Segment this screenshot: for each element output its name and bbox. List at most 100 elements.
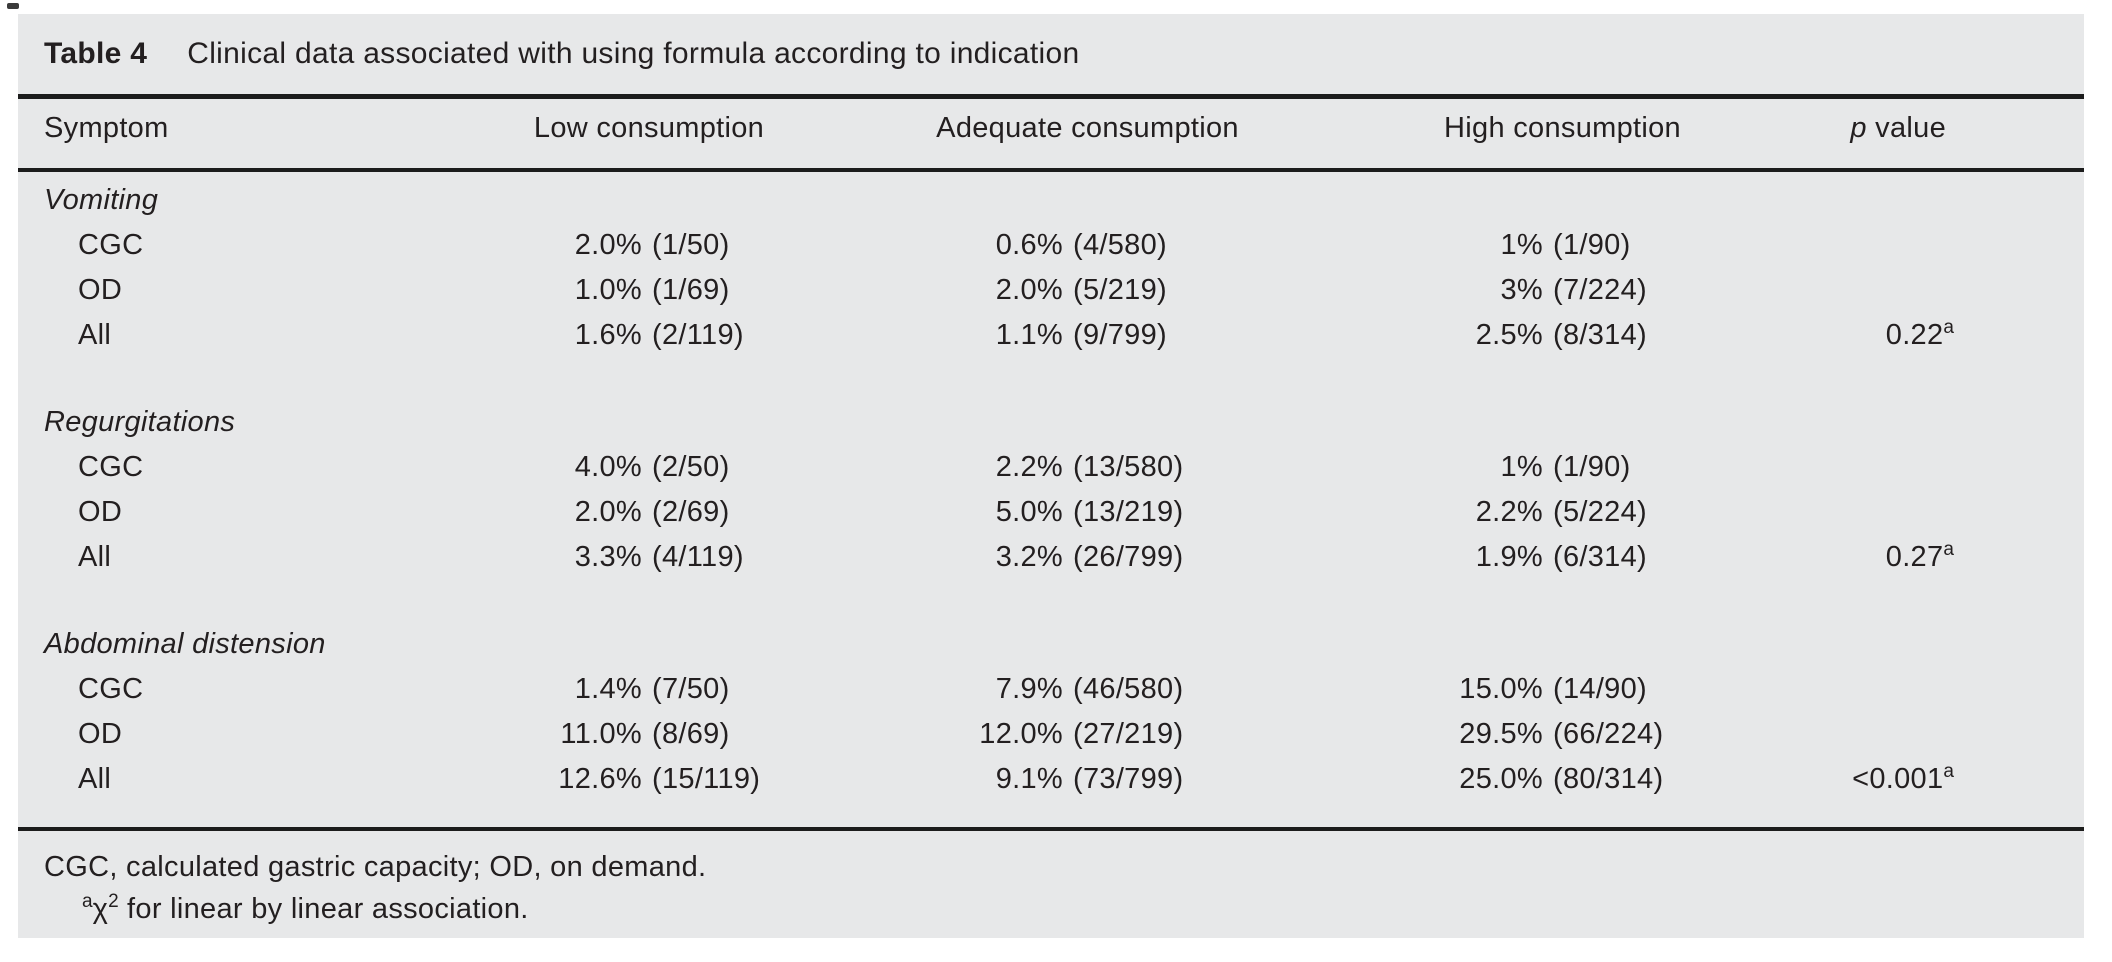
cell-low: 2.0% (1/50) (478, 229, 820, 262)
footnote-abbreviations: CGC, calculated gastric capacity; OD, on… (44, 851, 707, 883)
percent-value: 3% (1500, 274, 1543, 306)
table-footnotes: CGC, calculated gastric capacity; OD, on… (18, 831, 2084, 934)
cell-low: 1.6% (2/119) (478, 319, 820, 352)
percent-value: 12.0% (979, 718, 1063, 750)
fraction-value: (14/90) (1553, 673, 1647, 705)
table-caption-row: Table 4 Clinical data associated with us… (18, 14, 2084, 94)
percent-value: 29.5% (1459, 718, 1543, 750)
cell-adequate: 5.0% (13/219) (820, 496, 1355, 529)
fraction-value: (13/219) (1073, 496, 1184, 528)
section-vomiting: Vomiting CGC 2.0% (1/50) 0.6% (4/580) 1% (1… (18, 178, 2084, 358)
p-value: 0.27 (1885, 541, 1944, 573)
p-footnote-marker: a (1943, 539, 1954, 560)
cell-low: 11.0% (8/69) (478, 718, 820, 751)
column-header-symptom: Symptom (44, 112, 169, 144)
section-regurgitations: Regurgitations CGC 4.0% (2/50) 2.2% (13/58… (18, 400, 2084, 580)
fraction-value: (1/69) (652, 274, 730, 306)
fraction-value: (5/219) (1073, 274, 1167, 306)
cell-adequate: 2.2% (13/580) (820, 451, 1355, 484)
cell-high: 1% (1/90) (1355, 229, 1770, 262)
percent-value: 2.0% (995, 274, 1063, 306)
table-row: CGC 4.0% (2/50) 2.2% (13/580) 1% (1/90) (18, 445, 2084, 490)
fraction-value: (4/119) (652, 541, 744, 573)
table-row: All 12.6% (15/119) 9.1% (73/799) 25.0% (80/… (18, 757, 2084, 802)
table-row: OD 1.0% (1/69) 2.0% (5/219) 3% (7/224) (18, 268, 2084, 313)
cell-high: 29.5% (66/224) (1355, 718, 1770, 751)
percent-value: 11.0% (560, 718, 642, 750)
fraction-value: (13/580) (1073, 451, 1184, 483)
table-row: All 3.3% (4/119) 3.2% (26/799) 1.9% (6/314)… (18, 535, 2084, 580)
cell-adequate: 2.0% (5/219) (820, 274, 1355, 307)
percent-value: 3.3% (574, 541, 642, 573)
cell-low: 3.3% (4/119) (478, 541, 820, 574)
p-footnote-marker: a (1943, 317, 1954, 338)
column-header-adequate-consumption: Adequate consumption (936, 112, 1239, 144)
cell-adequate: 1.1% (9/799) (820, 319, 1355, 352)
table-caption-text: Clinical data associated with using form… (187, 37, 1080, 70)
p-italic: p (1850, 112, 1867, 144)
row-label: All (78, 319, 112, 351)
percent-value: 12.6% (558, 763, 642, 795)
horizontal-rule-bottom (18, 827, 2084, 831)
horizontal-rule-top (18, 94, 2084, 99)
row-label: CGC (78, 229, 144, 261)
percent-value: 25.0% (1459, 763, 1543, 795)
percent-value: 0.6% (995, 229, 1063, 261)
percent-value: 1% (1500, 451, 1543, 483)
p-value: <0.001 (1852, 763, 1944, 795)
fraction-value: (46/580) (1073, 673, 1184, 705)
row-label: OD (78, 718, 123, 750)
percent-value: 1.0% (574, 274, 642, 306)
column-header-high-consumption: High consumption (1444, 112, 1681, 144)
cell-adequate: 3.2% (26/799) (820, 541, 1355, 574)
section-name: Regurgitations (44, 406, 236, 438)
row-label: OD (78, 274, 123, 306)
table-row: OD 11.0% (8/69) 12.0% (27/219) 29.5% (66/22… (18, 712, 2084, 757)
row-label: OD (78, 496, 123, 528)
cell-adequate: 9.1% (73/799) (820, 763, 1355, 796)
cell-adequate: 7.9% (46/580) (820, 673, 1355, 706)
cell-adequate: 12.0% (27/219) (820, 718, 1355, 751)
table-row: CGC 2.0% (1/50) 0.6% (4/580) 1% (1/90) (18, 223, 2084, 268)
footnote-marker-a: a (82, 891, 93, 912)
fraction-value: (5/224) (1553, 496, 1647, 528)
fraction-value: (26/799) (1073, 541, 1184, 573)
percent-value: 4.0% (574, 451, 642, 483)
percent-value: 2.0% (574, 229, 642, 261)
cell-adequate: 0.6% (4/580) (820, 229, 1355, 262)
fraction-value: (7/224) (1553, 274, 1647, 306)
percent-value: 9.1% (995, 763, 1063, 795)
section-header-row: Vomiting (18, 178, 2084, 223)
table-row: All 1.6% (2/119) 1.1% (9/799) 2.5% (8/314) … (18, 313, 2084, 358)
p-footnote-marker: a (1943, 761, 1954, 782)
cell-low: 4.0% (2/50) (478, 451, 820, 484)
percent-value: 1.6% (574, 319, 642, 351)
cell-high: 3% (7/224) (1355, 274, 1770, 307)
percent-value: 2.2% (1475, 496, 1543, 528)
fraction-value: (6/314) (1553, 541, 1647, 573)
horizontal-rule-header (18, 168, 2084, 172)
section-name: Abdominal distension (44, 628, 326, 660)
percent-value: 2.2% (995, 451, 1063, 483)
chi-exponent: 2 (108, 891, 119, 912)
row-label: CGC (78, 451, 144, 483)
cell-high: 15.0% (14/90) (1355, 673, 1770, 706)
row-label: All (78, 763, 112, 795)
column-header-low-consumption: Low consumption (533, 112, 765, 144)
chi-symbol: χ (92, 893, 109, 925)
row-label: All (78, 541, 112, 573)
row-label: CGC (78, 673, 144, 705)
percent-value: 15.0% (1459, 673, 1543, 705)
fraction-value: (15/119) (652, 763, 761, 795)
percent-value: 5.0% (995, 496, 1063, 528)
cell-p-value: <0.001a (1770, 761, 2084, 796)
percent-value: 1.1% (995, 319, 1063, 351)
percent-value: 1.9% (1475, 541, 1543, 573)
cell-high: 25.0% (80/314) (1355, 763, 1770, 796)
fraction-value: (9/799) (1073, 319, 1167, 351)
cell-high: 1.9% (6/314) (1355, 541, 1770, 574)
fraction-value: (66/224) (1553, 718, 1664, 750)
section-header-row: Regurgitations (18, 400, 2084, 445)
fraction-value: (1/90) (1553, 451, 1631, 483)
footnote-chi-text: for linear by linear association. (118, 893, 529, 925)
